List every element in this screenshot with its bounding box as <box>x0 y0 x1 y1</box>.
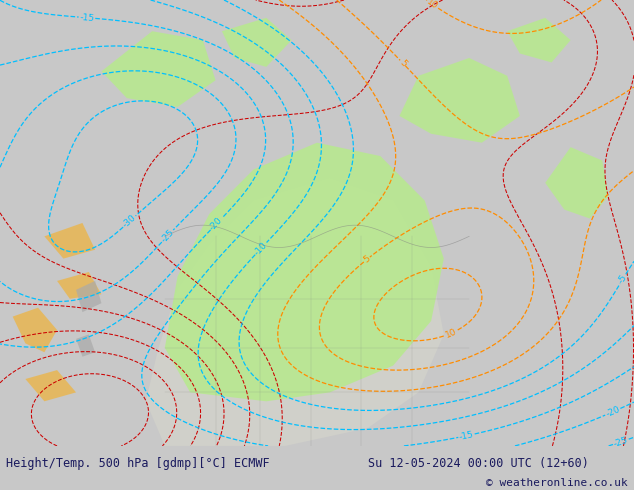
Text: -20: -20 <box>208 216 224 232</box>
Text: 10: 10 <box>425 0 440 11</box>
Text: -5: -5 <box>617 273 629 285</box>
Text: Su 12-05-2024 00:00 UTC (12+60): Su 12-05-2024 00:00 UTC (12+60) <box>368 457 588 470</box>
Text: 10: 10 <box>444 326 459 340</box>
Text: 5: 5 <box>398 58 408 68</box>
Text: -30: -30 <box>121 213 138 230</box>
Text: © weatheronline.co.uk: © weatheronline.co.uk <box>486 478 628 488</box>
Text: -10: -10 <box>252 240 269 257</box>
Text: -20: -20 <box>604 405 621 419</box>
Text: -15: -15 <box>458 430 475 441</box>
Text: Height/Temp. 500 hPa [gdmp][°C] ECMWF: Height/Temp. 500 hPa [gdmp][°C] ECMWF <box>6 457 270 470</box>
Text: 5: 5 <box>362 254 372 265</box>
Text: -25: -25 <box>159 228 176 245</box>
Text: -15: -15 <box>79 13 94 23</box>
Text: -25: -25 <box>612 435 629 448</box>
